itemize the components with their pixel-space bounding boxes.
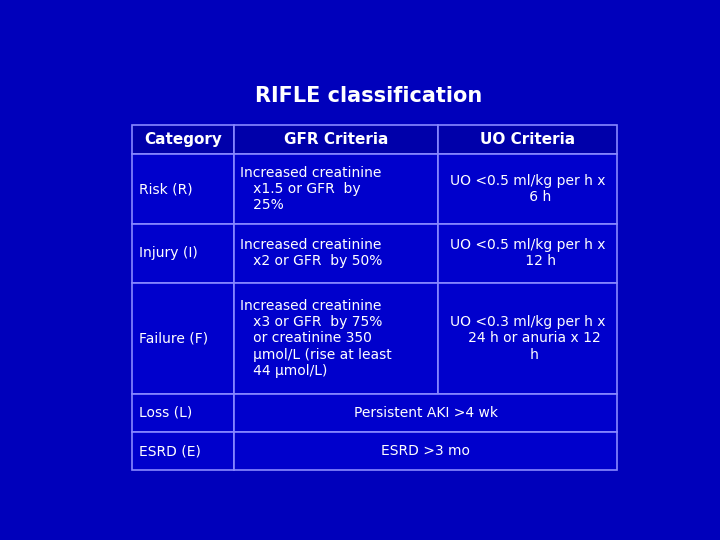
Bar — [132, 154, 234, 224]
Text: Category: Category — [144, 132, 222, 147]
Text: UO <0.5 ml/kg per h x
      12 h: UO <0.5 ml/kg per h x 12 h — [450, 238, 606, 268]
Bar — [234, 154, 438, 224]
Text: UO <0.3 ml/kg per h x
   24 h or anuria x 12
   h: UO <0.3 ml/kg per h x 24 h or anuria x 1… — [450, 315, 606, 362]
Text: Loss (L): Loss (L) — [138, 406, 192, 420]
Bar — [234, 224, 438, 283]
Text: GFR Criteria: GFR Criteria — [284, 132, 388, 147]
Bar — [438, 154, 617, 224]
Bar — [132, 394, 234, 432]
Bar — [132, 283, 234, 394]
Text: Failure (F): Failure (F) — [138, 332, 207, 346]
Bar — [132, 125, 234, 154]
Text: Persistent AKI >4 wk: Persistent AKI >4 wk — [354, 406, 498, 420]
Bar — [234, 394, 617, 432]
Text: UO Criteria: UO Criteria — [480, 132, 575, 147]
Bar — [234, 125, 438, 154]
Text: RIFLE classification: RIFLE classification — [256, 85, 482, 106]
Bar — [132, 432, 234, 470]
Text: Injury (I): Injury (I) — [138, 246, 197, 260]
Text: UO <0.5 ml/kg per h x
      6 h: UO <0.5 ml/kg per h x 6 h — [450, 174, 606, 204]
Bar — [234, 283, 438, 394]
Text: Risk (R): Risk (R) — [138, 182, 192, 196]
Bar — [438, 125, 617, 154]
Text: Increased creatinine
   x1.5 or GFR  by
   25%: Increased creatinine x1.5 or GFR by 25% — [240, 166, 382, 212]
Bar — [438, 224, 617, 283]
Bar — [234, 432, 617, 470]
Text: ESRD >3 mo: ESRD >3 mo — [381, 444, 470, 458]
Text: Increased creatinine
   x3 or GFR  by 75%
   or creatinine 350
   μmol/L (rise a: Increased creatinine x3 or GFR by 75% or… — [240, 299, 392, 378]
Bar — [438, 283, 617, 394]
Bar — [132, 224, 234, 283]
Text: Increased creatinine
   x2 or GFR  by 50%: Increased creatinine x2 or GFR by 50% — [240, 238, 383, 268]
Text: ESRD (E): ESRD (E) — [138, 444, 200, 458]
